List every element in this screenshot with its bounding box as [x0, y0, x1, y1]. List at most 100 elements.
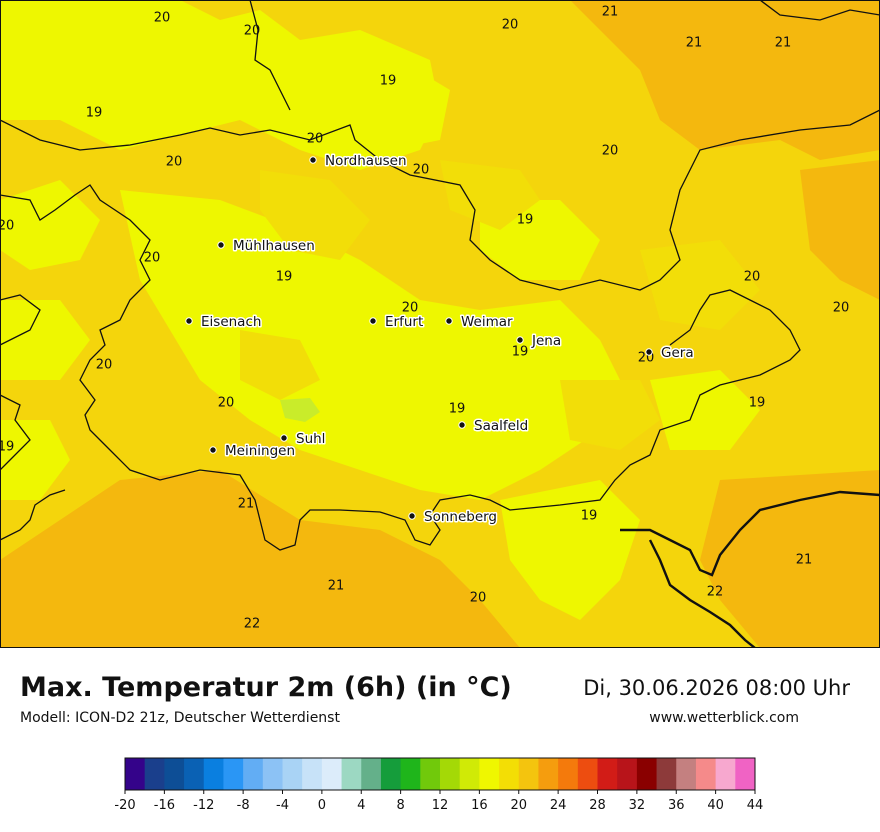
city-sonneberg[interactable]: Sonneberg — [408, 508, 499, 527]
temperature-value: 19 — [0, 440, 14, 455]
city-label: Nordhausen — [325, 153, 407, 169]
temperature-map[interactable]: 20 20 20 21 21 21 19 19 20 20 20 20 20 19 20 19 20 20 20 19… — [0, 0, 880, 648]
city-label: Meiningen — [225, 443, 295, 459]
green-spot — [280, 398, 320, 422]
legend-swatch — [440, 758, 461, 790]
city-erfurt[interactable]: Erfurt — [369, 313, 425, 332]
city-suhl[interactable]: Suhl — [280, 430, 327, 449]
temperature-value: 20 — [0, 219, 14, 234]
temperature-value: 20 — [833, 301, 850, 316]
model-source: Modell: ICON-D2 21z, Deutscher Wetterdie… — [20, 710, 340, 726]
legend-tick-label: 8 — [396, 798, 404, 813]
legend-swatch — [617, 758, 638, 790]
legend-swatch — [518, 758, 539, 790]
mid-zones — [240, 160, 760, 450]
city-dot — [408, 512, 416, 520]
city-dot — [458, 421, 466, 429]
city-label: Erfurt — [385, 314, 423, 330]
legend-swatch — [558, 758, 579, 790]
legend-tick-label: -4 — [276, 798, 289, 813]
temperature-value: 20 — [96, 358, 113, 373]
city-dot — [445, 317, 453, 325]
state-borders — [0, 0, 880, 551]
temperature-value: 20 — [744, 270, 761, 285]
city-gera[interactable]: Gera — [645, 344, 695, 363]
legend-swatch — [597, 758, 618, 790]
legend-tick-label: 24 — [550, 798, 567, 813]
temperature-value: 19 — [512, 345, 529, 360]
temperature-value: 20 — [218, 396, 235, 411]
city-dot — [645, 348, 653, 356]
city-dot — [309, 156, 317, 164]
city-saalfeld[interactable]: Saalfeld — [458, 417, 530, 436]
temperature-value: 19 — [380, 74, 397, 89]
city-label: Saalfeld — [474, 418, 528, 434]
national-border-south — [648, 539, 756, 648]
city-mühlhausen[interactable]: Mühlhausen — [217, 237, 316, 256]
legend-tick-label: 36 — [668, 798, 685, 813]
legend-swatch — [400, 758, 421, 790]
legend-tick-label: -12 — [193, 798, 214, 813]
temperature-value: 19 — [749, 396, 766, 411]
color-legend: -20 -16 -12 -8 -4 0 4 8 12 16 20 24 28 32 36 40 44 — [0, 748, 880, 828]
temperature-value: 19 — [517, 213, 534, 228]
city-label: Sonneberg — [424, 509, 497, 525]
legend-swatch — [538, 758, 559, 790]
legend-tick-label: -8 — [237, 798, 250, 813]
temperature-value: 20 — [602, 144, 619, 159]
temperature-value: 21 — [238, 497, 255, 512]
legend-swatch — [125, 758, 146, 790]
legend-swatch — [420, 758, 441, 790]
legend-swatch — [459, 758, 480, 790]
city-markers: Nordhausen Mühlhausen Eisenach Erfurt Weimar… — [185, 152, 695, 527]
city-jena[interactable]: Jena — [516, 332, 563, 351]
city-dot — [217, 241, 225, 249]
temperature-value: 19 — [449, 402, 466, 417]
legend-swatch — [479, 758, 500, 790]
temperature-value: 20 — [154, 11, 171, 26]
city-meiningen[interactable]: Meiningen — [209, 442, 297, 461]
legend-swatch — [164, 758, 185, 790]
legend-tick-label: -16 — [154, 798, 175, 813]
legend-tick-label: 32 — [629, 798, 646, 813]
cool-zones — [0, 0, 760, 620]
city-label: Mühlhausen — [233, 238, 315, 254]
temperature-value: 19 — [86, 106, 103, 121]
legend-swatch — [302, 758, 323, 790]
legend-swatch — [144, 758, 165, 790]
site-url[interactable]: www.wetterblick.com — [649, 710, 799, 726]
legend-swatch — [262, 758, 283, 790]
temperature-value: 20 — [144, 251, 161, 266]
national-border — [620, 490, 880, 577]
legend-swatch — [636, 758, 658, 790]
legend-tick-label: 4 — [357, 798, 365, 813]
legend-tick-label: 20 — [510, 798, 527, 813]
legend-canvas: -20 -16 -12 -8 -4 0 4 8 12 16 20 24 28 32 36 40 44 — [114, 757, 763, 813]
temperature-value: 21 — [328, 579, 345, 594]
city-dot — [209, 446, 217, 454]
legend-swatch — [577, 758, 598, 790]
temperature-value: 22 — [244, 617, 261, 632]
legend-ticks: -20 -16 -12 -8 -4 0 4 8 12 16 20 24 28 32 36 40 44 — [114, 790, 763, 813]
legend-swatch — [341, 758, 362, 790]
legend-swatch — [676, 758, 697, 790]
city-label: Suhl — [296, 431, 325, 447]
temperature-value: 21 — [796, 553, 813, 568]
legend-tick-label: 40 — [707, 798, 724, 813]
city-label: Jena — [531, 333, 561, 349]
footer-panel: Max. Temperatur 2m (6h) (in °C) Di, 30.0… — [0, 648, 880, 830]
temperature-value: 19 — [581, 509, 598, 524]
legend-swatch — [223, 758, 244, 790]
warm-zones — [0, 0, 880, 648]
legend-swatch — [243, 758, 264, 790]
temperature-value: 20 — [502, 18, 519, 33]
legend-swatch — [361, 758, 382, 790]
forecast-datetime: Di, 30.06.2026 08:00 Uhr — [583, 676, 850, 700]
city-weimar[interactable]: Weimar — [445, 313, 515, 332]
temperature-value: 21 — [686, 36, 703, 51]
city-label: Gera — [661, 345, 694, 361]
city-eisenach[interactable]: Eisenach — [185, 313, 263, 332]
temperature-value: 21 — [602, 5, 619, 20]
temperature-value: 20 — [402, 301, 419, 316]
city-nordhausen[interactable]: Nordhausen — [309, 152, 408, 171]
